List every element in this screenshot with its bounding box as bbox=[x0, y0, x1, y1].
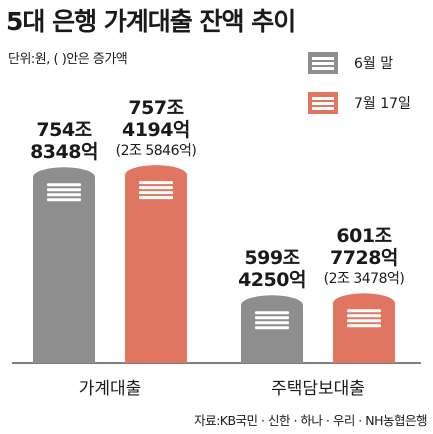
unit-note: 단위:원, ( )안은 증가액 bbox=[8, 52, 128, 67]
legend-swatch-july bbox=[308, 92, 338, 114]
legend-item-june: 6월 말 bbox=[308, 52, 393, 74]
bar-june-0 bbox=[33, 167, 95, 363]
legend-label-june: 6월 말 bbox=[354, 56, 394, 72]
legend-item-july: 7월 17일 bbox=[308, 92, 411, 114]
bar-july-0 bbox=[125, 165, 187, 363]
value-label-june-1: 599조 4250억 bbox=[238, 247, 306, 292]
bar-july-1 bbox=[333, 293, 395, 363]
category-label-1: 주택담보대출 bbox=[271, 379, 365, 399]
legend-swatch-june bbox=[308, 52, 338, 74]
legend-label-july: 7월 17일 bbox=[354, 96, 411, 112]
bar-june-1 bbox=[241, 295, 303, 363]
category-label-0: 가계대출 bbox=[78, 379, 142, 399]
chart-title: 5대 은행 가계대출 잔액 추이 bbox=[6, 7, 296, 36]
value-label-july-0: 757조 4194억 (2조 5846억) bbox=[115, 97, 197, 160]
source-note: 자료:KB국민 · 신한 · 하나 · 우리 · NH농협은행 bbox=[194, 413, 427, 428]
value-label-july-1: 601조 7728억 (2조 3478억) bbox=[323, 225, 405, 288]
value-label-june-0: 754조 8348억 bbox=[30, 119, 98, 164]
